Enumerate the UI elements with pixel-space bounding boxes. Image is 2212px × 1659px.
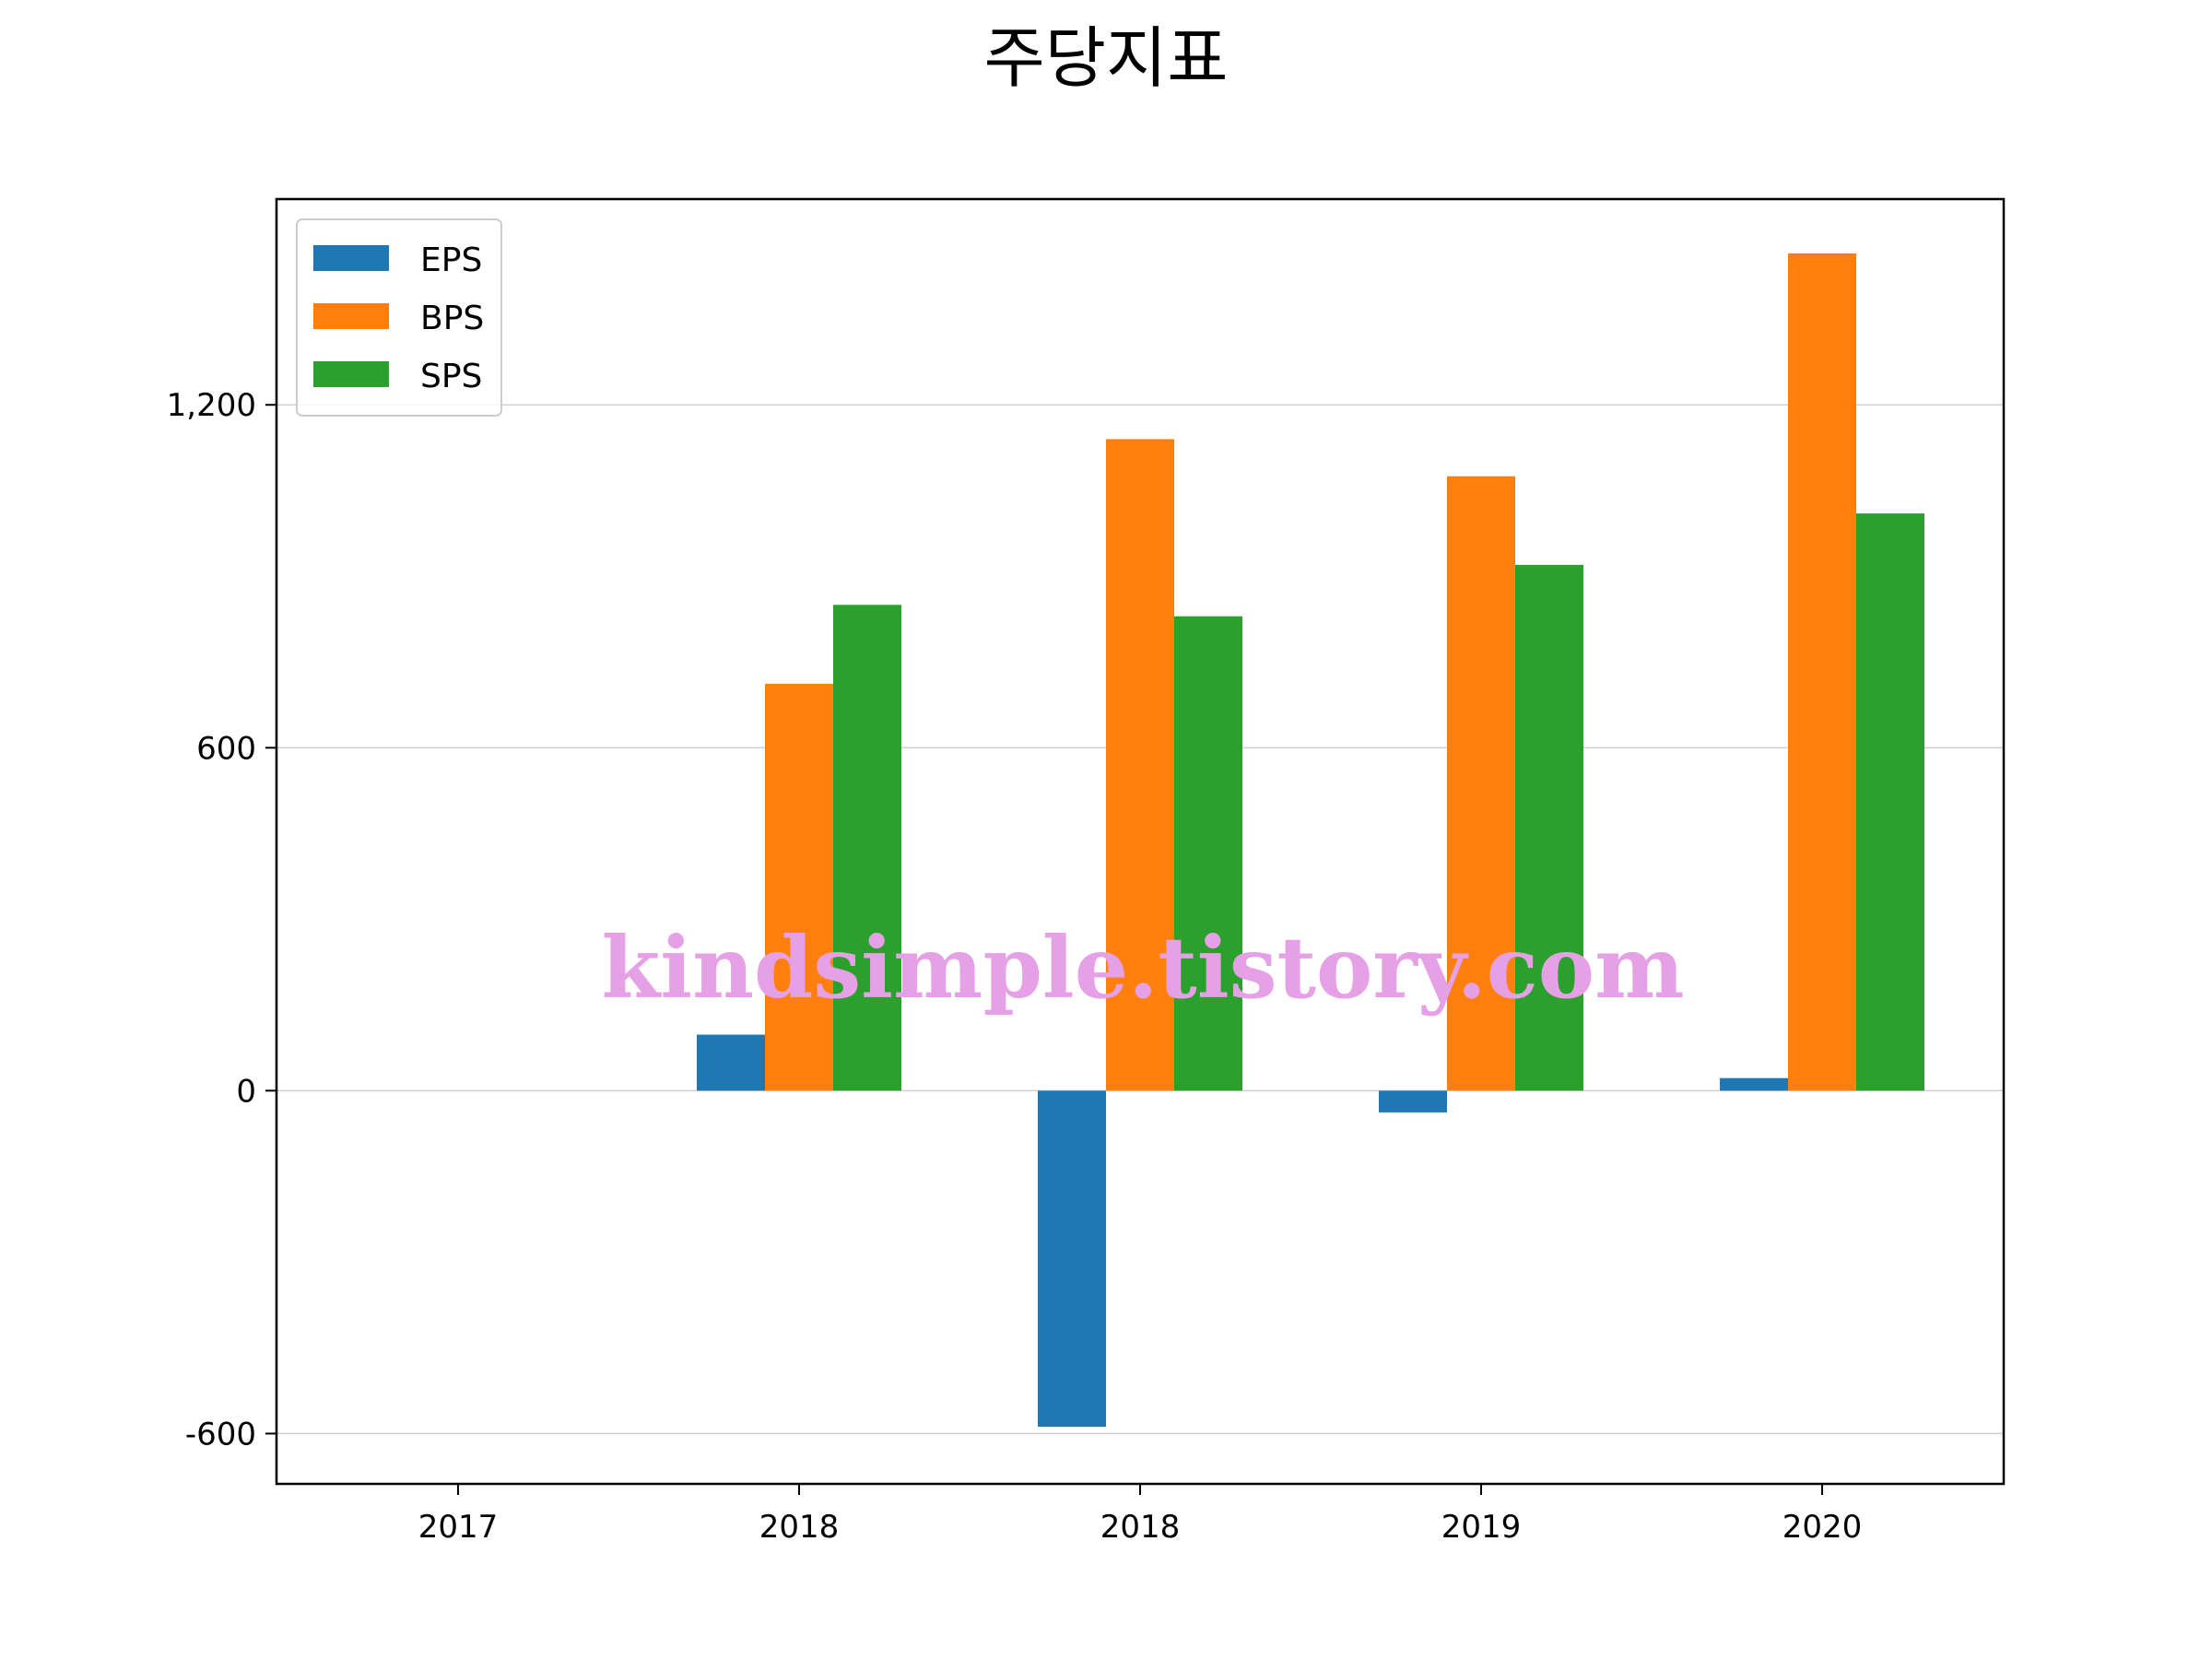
y-axis: -600 0 600 1,200 bbox=[167, 387, 276, 1453]
bar-bps-2020 bbox=[1788, 253, 1856, 1091]
y-tick-label: -600 bbox=[185, 1416, 256, 1453]
bar-sps-2020 bbox=[1856, 513, 1924, 1091]
bar-bps-2018 bbox=[765, 683, 833, 1091]
bar-sps-2018 bbox=[833, 605, 901, 1091]
y-tick-label: 1,200 bbox=[167, 387, 256, 424]
x-tick-label: 2019 bbox=[1441, 1509, 1522, 1546]
legend-swatch-sps bbox=[313, 361, 389, 387]
x-tick-label: 2018 bbox=[1100, 1509, 1181, 1546]
bar-eps-2018 bbox=[697, 1034, 765, 1091]
bar-bps-2019 bbox=[1447, 476, 1515, 1091]
x-axis: 2017 2018 2018 2019 2020 bbox=[418, 1484, 1863, 1546]
chart-title: 주당지표 bbox=[984, 19, 1229, 97]
bar-eps-2020 bbox=[1720, 1077, 1788, 1091]
y-tick-label: 600 bbox=[196, 730, 256, 767]
legend-label-sps: SPS bbox=[420, 358, 482, 395]
x-tick-label: 2020 bbox=[1783, 1509, 1863, 1546]
x-tick-label: 2018 bbox=[759, 1509, 840, 1546]
legend-label-bps: BPS bbox=[420, 300, 484, 337]
bar-eps-2019 bbox=[1379, 1090, 1447, 1112]
legend-swatch-bps bbox=[313, 303, 389, 329]
bar-bps-2018 bbox=[1106, 439, 1174, 1091]
legend-label-eps: EPS bbox=[420, 241, 482, 279]
bar-sps-2019 bbox=[1515, 564, 1583, 1091]
watermark: kindsimple.tistory.com bbox=[601, 918, 1684, 1018]
y-tick-label: 0 bbox=[236, 1073, 256, 1110]
bar-eps-2018 bbox=[1038, 1090, 1106, 1427]
bar-sps-2018 bbox=[1174, 616, 1242, 1091]
legend-swatch-eps bbox=[313, 245, 389, 271]
plot-frame bbox=[275, 197, 2006, 1486]
bars bbox=[697, 253, 1924, 1427]
x-tick-label: 2017 bbox=[418, 1509, 499, 1546]
legend: EPS BPS SPS bbox=[296, 218, 502, 417]
